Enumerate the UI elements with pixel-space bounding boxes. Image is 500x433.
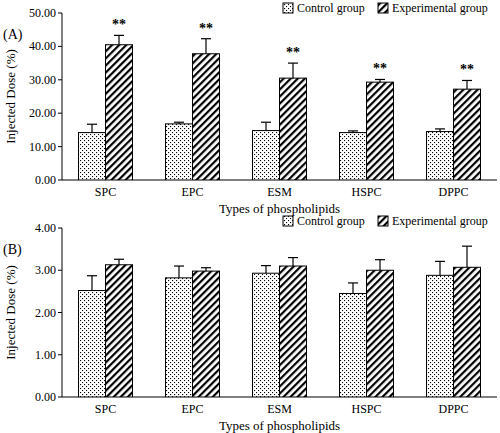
y-tick-label: 0.00: [35, 390, 56, 404]
error-bar: [174, 122, 184, 124]
significance-marker: **: [112, 17, 126, 32]
y-tick-label: 30.00: [29, 73, 56, 87]
bar: [427, 275, 454, 397]
y-axis: [62, 13, 63, 180]
y-tick-label: 20.00: [29, 106, 56, 120]
y-tick: [58, 79, 62, 80]
error-bar: [261, 122, 271, 130]
y-tick: [58, 354, 62, 355]
error-bar: [87, 124, 97, 132]
significance-marker: **: [286, 45, 300, 60]
bar: [166, 124, 193, 180]
error-bar: [201, 39, 211, 54]
y-tick: [58, 146, 62, 147]
bar: [454, 89, 481, 180]
panel-label: (A): [3, 27, 23, 43]
y-tick: [58, 397, 62, 398]
bar: [340, 133, 367, 180]
panel: (A) Injected Dose (%) 0.00 10.00 20.00 30.00 4…: [3, 1, 497, 216]
x-tick-label: EPC: [181, 402, 203, 416]
error-bar: [87, 276, 97, 291]
y-tick: [58, 113, 62, 114]
y-tick-label: 40.00: [29, 39, 56, 53]
y-tick-label: 4.00: [35, 221, 56, 235]
bars: [79, 35, 481, 180]
y-tick-label: 2.00: [35, 306, 56, 320]
bar: [454, 267, 481, 397]
bar: [280, 266, 307, 397]
x-tick-label: ESM: [267, 402, 292, 416]
y-tick-label: 0.00: [35, 173, 56, 187]
bar: [79, 133, 106, 180]
bar: [106, 45, 133, 180]
y-axis-label: Injected Dose (%): [3, 265, 18, 360]
y-tick: [58, 312, 62, 313]
y-tick-label: 10.00: [29, 140, 56, 154]
y-axis-label: Injected Dose (%): [3, 49, 18, 144]
y-tick-label: 1.00: [35, 348, 56, 362]
legend-label: Experimental group: [392, 214, 488, 228]
x-tick-label: HSPC: [351, 402, 381, 416]
x-tick-label: SPC: [95, 185, 116, 199]
legend-swatch: [283, 3, 293, 13]
x-tick-label: HSPC: [351, 185, 381, 199]
error-bar: [375, 260, 385, 271]
panel-label: (B): [3, 242, 22, 258]
error-bar: [462, 246, 472, 267]
y-tick-label: 3.00: [35, 263, 56, 277]
x-tick-label: DPPC: [438, 185, 468, 199]
legend-label: Control group: [297, 1, 365, 15]
bar: [280, 78, 307, 180]
significance-marker: **: [460, 62, 474, 77]
legend-swatch: [378, 3, 388, 13]
x-tick-label: DPPC: [438, 402, 468, 416]
significance-marker: **: [199, 21, 213, 36]
bars: [79, 246, 481, 397]
error-bar: [288, 258, 298, 266]
y-tick: [58, 13, 62, 14]
y-tick: [58, 180, 62, 181]
error-bar: [288, 63, 298, 78]
error-bar: [348, 283, 358, 294]
y-tick: [58, 270, 62, 271]
x-tick-label: ESM: [267, 185, 292, 199]
bar: [427, 132, 454, 180]
figure: (A) Injected Dose (%) 0.00 10.00 20.00 30.00 4…: [0, 0, 500, 433]
error-bar: [261, 266, 271, 274]
error-bar: [348, 131, 358, 133]
significance-marker: **: [373, 61, 387, 76]
error-bar: [375, 79, 385, 82]
bar: [106, 265, 133, 397]
error-bar: [435, 129, 445, 132]
bar: [367, 270, 394, 397]
bar: [367, 82, 394, 180]
error-bar: [114, 259, 124, 264]
legend-swatch: [283, 216, 293, 226]
bar: [79, 291, 106, 397]
bar: [340, 293, 367, 397]
y-tick-label: 50.00: [29, 6, 56, 20]
error-bar: [201, 268, 211, 271]
y-tick: [58, 228, 62, 229]
legend-label: Experimental group: [392, 1, 488, 15]
x-tick-label: SPC: [95, 402, 116, 416]
legend-label: Control group: [297, 214, 365, 228]
error-bar: [174, 266, 184, 278]
bar: [193, 54, 220, 180]
error-bar: [114, 35, 124, 44]
legend-swatch: [378, 216, 388, 226]
x-axis-label: Types of phospholipids: [219, 418, 340, 433]
error-bar: [462, 80, 472, 89]
bar: [253, 273, 280, 397]
bar: [193, 271, 220, 397]
panel: (B) Injected Dose (%) 0.00 1.00 2.00 3.00 4.00…: [3, 214, 497, 433]
y-tick: [58, 46, 62, 47]
bar: [166, 278, 193, 397]
bar: [253, 131, 280, 180]
error-bar: [435, 261, 445, 275]
x-tick-label: EPC: [181, 185, 203, 199]
